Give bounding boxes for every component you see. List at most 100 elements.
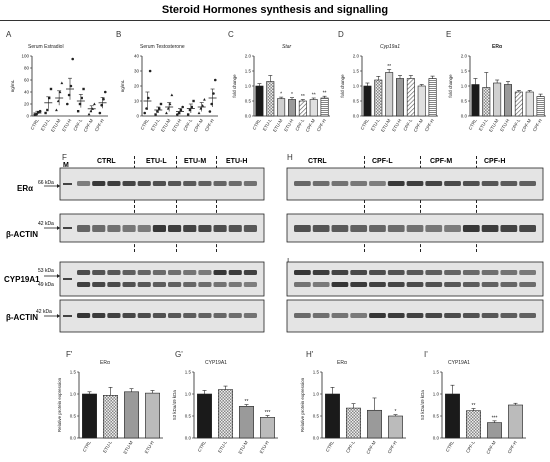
y-tick-label: 1.5: [70, 370, 77, 375]
blot-band: [500, 282, 518, 287]
data-point: [186, 113, 190, 116]
y-tick-label: 30: [134, 69, 140, 74]
x-tick-label: ETU-H: [259, 440, 270, 454]
x-tick-label: CPF-L: [72, 118, 83, 132]
blot-band: [444, 282, 461, 287]
kda-49: 49 kDa: [38, 282, 54, 288]
blot-band: [213, 270, 227, 275]
x-tick-label: CTRL: [468, 118, 478, 131]
x-tick-label: CPF-L: [182, 118, 193, 132]
blot-band: [444, 270, 461, 275]
blot-band: [444, 181, 461, 186]
arrow-head: [57, 314, 60, 318]
panel-letter-c: C: [228, 30, 234, 39]
y-tick-label: 1.0: [313, 392, 320, 397]
data-point: [76, 110, 80, 113]
x-tick-label: CPF-H: [387, 440, 398, 454]
significance-label: ***: [265, 410, 271, 416]
y-tick-label: 0.5: [461, 99, 468, 104]
blot-band: [77, 225, 91, 232]
y-tick-label: 0.0: [353, 114, 360, 119]
blot-band: [228, 225, 242, 232]
significance-label: *: [395, 409, 397, 415]
x-tick-label: CPF-H: [507, 440, 518, 454]
x-tick-label: CTRL: [252, 118, 262, 131]
x-tick-label: ETU-H: [61, 118, 72, 132]
blot-band: [92, 270, 106, 275]
blot-header-etu-m: ETU-M: [184, 158, 207, 165]
panel-letter-h: H: [287, 153, 293, 162]
blot-band: [331, 270, 349, 275]
chart-cyp19a1-cpf-protein: 0.0 0.5 1.0 1.5 53 kDa/49 kDa CTRL CPF-L ** CPF-…: [420, 370, 526, 455]
x-tick-label: CPF-M: [413, 118, 425, 133]
blot-band: [406, 270, 424, 275]
panel-f-prime-title: ERα: [100, 360, 110, 366]
blot-band: [168, 270, 182, 275]
blot-band: [122, 313, 136, 318]
blot-label-cyp19a1: CYP19A1: [4, 275, 40, 284]
blot-band: [500, 313, 518, 318]
y-tick-label: 1.0: [185, 392, 192, 397]
bar: [508, 404, 523, 439]
blot-band: [500, 270, 518, 275]
data-point: [203, 98, 206, 101]
blot-band: [294, 313, 311, 318]
y-tick-label: 100: [21, 54, 29, 59]
blot-band: [312, 181, 330, 186]
x-tick-label: ETU-M: [160, 118, 172, 133]
data-point: [148, 69, 152, 73]
y-tick-label: 2.0: [461, 54, 468, 59]
blot-band: [228, 181, 242, 186]
x-tick-label: CPF-H: [204, 118, 215, 132]
lane-divider: [420, 156, 421, 252]
x-tick-label: ETU-H: [283, 118, 294, 132]
blot-header-ctrl-left: CTRL: [97, 158, 116, 165]
y-tick-label: 10: [134, 99, 140, 104]
y-tick-label: 2.0: [353, 54, 360, 59]
blot-band: [122, 181, 136, 186]
blot-header-etu-h: ETU-H: [226, 158, 248, 165]
blot-band: [387, 270, 405, 275]
x-tick-label: CTRL: [445, 440, 455, 453]
blot-band: [294, 270, 311, 275]
blot-band: [228, 313, 242, 318]
chart-cyp19a1: 0.0 0.5 1.0 1.5 2.0 fold change CTRL ETU-L ETU-M…: [340, 54, 438, 133]
panel-h-prime-title: ERα: [337, 360, 347, 366]
blot-band: [92, 282, 106, 287]
y-tick-label: 1.0: [353, 84, 360, 89]
x-tick-label: CPF-M: [365, 440, 377, 455]
panel-d-title: Cyp19a1: [380, 44, 401, 50]
blot-band: [137, 270, 151, 275]
blot-band: [122, 225, 136, 232]
marker-band: [63, 315, 72, 317]
y-tick-label: 1.5: [353, 69, 360, 74]
data-point: [98, 111, 102, 115]
panel-letter-e: E: [446, 30, 452, 39]
x-tick-label: CPF-L: [294, 118, 305, 132]
blot-band: [107, 282, 121, 287]
blot-band: [294, 282, 311, 287]
y-tick-label: 1.0: [461, 84, 468, 89]
y-tick-label: 1.5: [245, 69, 252, 74]
y-tick-label: 0.0: [461, 114, 468, 119]
y-tick-label: 0: [136, 114, 139, 119]
significance-label: **: [387, 64, 391, 70]
blot-band: [369, 313, 386, 318]
blot-band: [107, 270, 121, 275]
lane-divider: [476, 156, 477, 252]
significance-label: ***: [492, 415, 498, 421]
kda-42: 42 kDa: [38, 221, 54, 227]
blot-band: [350, 181, 368, 186]
y-tick-label: 2.0: [245, 54, 252, 59]
blot-band: [369, 225, 386, 232]
blot-band: [425, 225, 443, 232]
data-point: [192, 99, 195, 103]
data-point: [213, 78, 217, 82]
y-tick-label: 0.5: [313, 414, 320, 419]
chart-star: 0.0 0.5 1.0 1.5 2.0 fold change CTRL ETU-L ETU-M…: [232, 54, 330, 133]
y-tick-label: 40: [134, 54, 140, 59]
y-axis-label: fold change: [232, 74, 237, 98]
x-tick-label: CPF-H: [424, 118, 435, 132]
x-tick-label: ETU-L: [150, 118, 161, 132]
y-axis-label: Relative protein expression: [300, 377, 305, 432]
